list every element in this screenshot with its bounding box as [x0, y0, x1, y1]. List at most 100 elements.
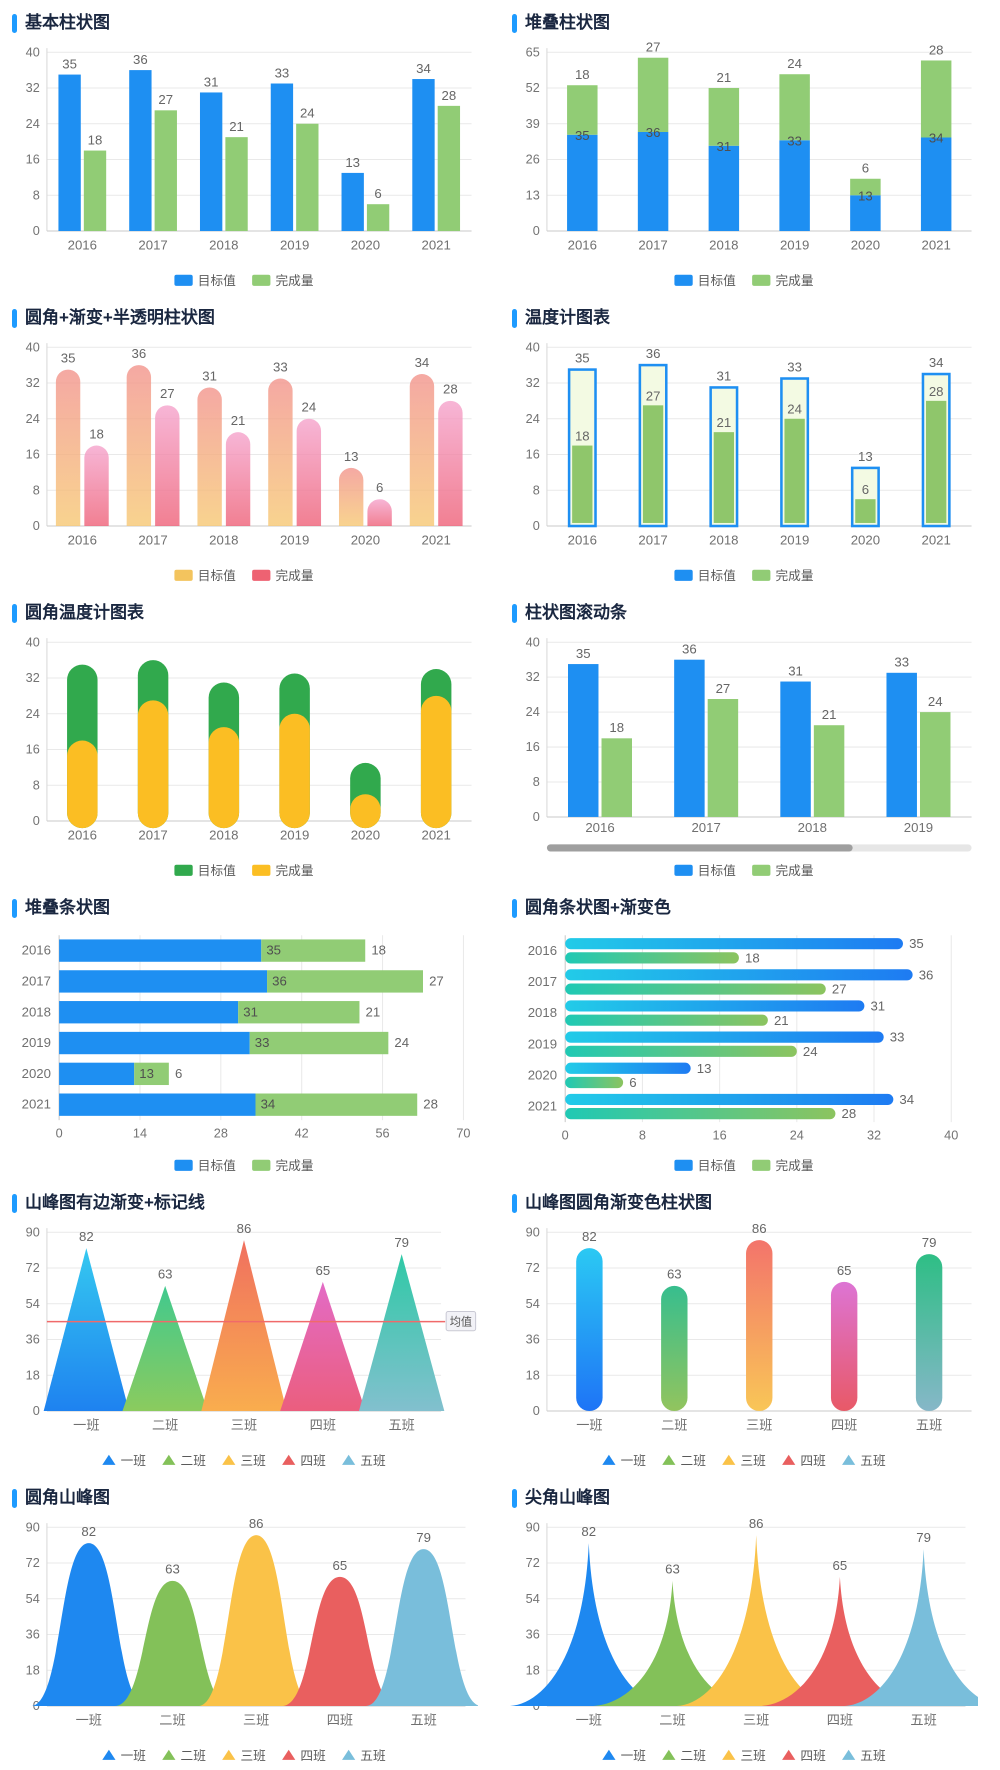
- svg-text:二班: 二班: [681, 1749, 707, 1763]
- legend-item-2[interactable]: 三班: [222, 1749, 266, 1763]
- svg-text:2021: 2021: [421, 237, 450, 252]
- legend-item-0[interactable]: 目标值: [174, 273, 236, 288]
- svg-text:31: 31: [202, 368, 217, 383]
- rounded-gradient-bar-chart[interactable]: 0 8 16 24 32 40 2016 2017 2018 2019 2020 2021 35 36 31…: [10, 333, 478, 589]
- svg-text:34: 34: [929, 131, 944, 146]
- legend-item-0[interactable]: 一班: [602, 1454, 646, 1468]
- chart-card-rounded-gradient-bar: 圆角+渐变+半透明柱状图 0 8 16 24 32 40 2016 2017 2018 2019 2…: [0, 295, 500, 590]
- svg-text:完成量: 完成量: [775, 569, 813, 583]
- legend-item-1[interactable]: 完成量: [752, 569, 814, 583]
- svg-text:2018: 2018: [209, 237, 238, 252]
- svg-text:6: 6: [862, 161, 869, 176]
- legend-item-2[interactable]: 三班: [722, 1454, 766, 1468]
- svg-text:16: 16: [26, 743, 40, 757]
- svg-text:2019: 2019: [780, 237, 809, 252]
- chart-title: 圆角条状图+渐变色: [512, 897, 988, 919]
- legend-item-0[interactable]: 目标值: [174, 1158, 236, 1173]
- legend-item-1[interactable]: 完成量: [252, 274, 314, 288]
- legend-item-1[interactable]: 完成量: [752, 1159, 814, 1173]
- stacked-hbar-chart[interactable]: 0 14 28 42 56 70 2016 35 18 2017 36 27 2018 31 21 2019 3…: [10, 923, 478, 1179]
- legend-item-3[interactable]: 四班: [282, 1454, 326, 1468]
- svg-text:四班: 四班: [310, 1417, 336, 1432]
- svg-text:33: 33: [787, 359, 802, 374]
- chart-title-text: 柱状图滚动条: [525, 603, 627, 622]
- legend-item-1[interactable]: 完成量: [752, 274, 814, 288]
- svg-text:三班: 三班: [240, 1454, 266, 1468]
- svg-text:2021: 2021: [421, 532, 450, 547]
- svg-text:三班: 三班: [231, 1417, 257, 1432]
- svg-text:一班: 一班: [621, 1454, 647, 1468]
- legend-item-2[interactable]: 三班: [722, 1749, 766, 1763]
- legend-item-1[interactable]: 二班: [162, 1749, 206, 1763]
- svg-text:目标值: 目标值: [698, 568, 736, 583]
- bar: [58, 74, 81, 232]
- legend-item-0[interactable]: 目标值: [674, 863, 736, 878]
- svg-text:6: 6: [175, 1066, 182, 1081]
- legend-item-0[interactable]: 目标值: [174, 863, 236, 878]
- bar: [366, 204, 390, 232]
- legend-item-3[interactable]: 四班: [782, 1749, 826, 1763]
- svg-text:79: 79: [416, 1530, 431, 1545]
- legend-item-4[interactable]: 五班: [842, 1454, 886, 1468]
- stacked-bar-chart[interactable]: 0 13 26 39 52 65 2016 2017 2018 2019 2020 2021 35 18 3…: [510, 38, 978, 294]
- triangle-mountain-chart[interactable]: 01836547290一班 二班 三班 四班 五班8263866579均值一班 二班 三班四…: [10, 1218, 478, 1474]
- svg-text:36: 36: [26, 1333, 40, 1347]
- legend-item-3[interactable]: 四班: [282, 1749, 326, 1763]
- svg-text:2016: 2016: [68, 532, 97, 547]
- svg-text:24: 24: [928, 694, 943, 709]
- legend-item-0[interactable]: 目标值: [674, 1158, 736, 1173]
- svg-text:2020: 2020: [528, 1067, 557, 1082]
- chart-card-rounded-gradient-hbar: 圆角条状图+渐变色 0 8 16 24 32 40 2016 35 18 2017 36 27 2018…: [500, 885, 1000, 1180]
- svg-text:一班: 一班: [73, 1417, 99, 1432]
- svg-text:8: 8: [33, 778, 40, 792]
- datazoom-slider[interactable]: [546, 844, 853, 852]
- svg-text:36: 36: [272, 973, 287, 988]
- svg-text:54: 54: [26, 1592, 40, 1606]
- rounded-gradient-hbar-chart[interactable]: 0 8 16 24 32 40 2016 35 18 2017 36 27 2018 31 21 2019 33…: [510, 923, 978, 1179]
- svg-text:8: 8: [639, 1128, 646, 1142]
- svg-text:35: 35: [909, 936, 924, 951]
- legend-item-3[interactable]: 四班: [782, 1454, 826, 1468]
- legend-item-1[interactable]: 二班: [662, 1454, 706, 1468]
- rounded-thermometer-chart[interactable]: 0 8 16 24 32 40 2016 2017 2018 2019 2020 2021 目标值 完成量: [10, 628, 478, 884]
- svg-text:27: 27: [158, 92, 173, 107]
- svg-text:16: 16: [526, 740, 540, 754]
- legend-item-0[interactable]: 目标值: [674, 568, 736, 583]
- capsule-bar-chart[interactable]: 01836547290一班 二班 三班 四班 五班8263866579一班 二班 三班 四班五…: [510, 1218, 978, 1474]
- basic-bar-chart[interactable]: 0 8 16 24 32 40 2016 2017 2018 2019 2020 2021 35 36 31…: [10, 38, 478, 294]
- legend-item-0[interactable]: 目标值: [674, 273, 736, 288]
- legend-item-4[interactable]: 五班: [842, 1749, 886, 1763]
- legend-item-2[interactable]: 三班: [222, 1454, 266, 1468]
- legend-item-4[interactable]: 五班: [342, 1749, 386, 1763]
- svg-text:34: 34: [415, 355, 430, 370]
- svg-text:16: 16: [26, 153, 40, 167]
- thermometer-chart[interactable]: 0 8 16 24 32 40 2016 2017 2018 2019 2020 2021 35 18 36…: [510, 333, 978, 589]
- legend-item-1[interactable]: 完成量: [752, 864, 814, 878]
- legend-item-1[interactable]: 完成量: [252, 1159, 314, 1173]
- bar: [437, 105, 461, 232]
- svg-text:24: 24: [787, 402, 802, 417]
- round-mountain-chart[interactable]: 01836547290一班 二班 三班 四班 五班8263866579一班 二班 三班 四班五…: [10, 1513, 478, 1769]
- legend-item-1[interactable]: 完成量: [252, 569, 314, 583]
- svg-text:三班: 三班: [746, 1417, 772, 1432]
- bar: [886, 672, 917, 817]
- legend-item-0[interactable]: 一班: [102, 1454, 146, 1468]
- chart-title: 基本柱状图: [12, 12, 488, 34]
- svg-text:32: 32: [526, 670, 540, 684]
- legend-item-0[interactable]: 目标值: [174, 568, 236, 583]
- svg-text:26: 26: [526, 153, 540, 167]
- legend-item-0[interactable]: 一班: [602, 1749, 646, 1763]
- legend-item-4[interactable]: 五班: [342, 1454, 386, 1468]
- legend-item-0[interactable]: 一班: [102, 1749, 146, 1763]
- legend-item-1[interactable]: 二班: [162, 1454, 206, 1468]
- scroll-bar-chart[interactable]: 0 8 16 24 32 40 2016 2017 2018 2019 35 36 31 33 18 27 21…: [510, 628, 978, 884]
- svg-text:2019: 2019: [904, 820, 933, 835]
- sharp-mountain-chart[interactable]: 01836547290一班 二班 三班 四班 五班8263866579一班 二班 三班 四班五…: [510, 1513, 978, 1769]
- svg-text:36: 36: [133, 52, 148, 67]
- legend-item-1[interactable]: 完成量: [252, 864, 314, 878]
- svg-text:2020: 2020: [351, 237, 380, 252]
- legend-item-1[interactable]: 二班: [662, 1749, 706, 1763]
- svg-text:2017: 2017: [138, 237, 167, 252]
- svg-text:40: 40: [526, 340, 540, 354]
- svg-text:五班: 五班: [410, 1712, 436, 1727]
